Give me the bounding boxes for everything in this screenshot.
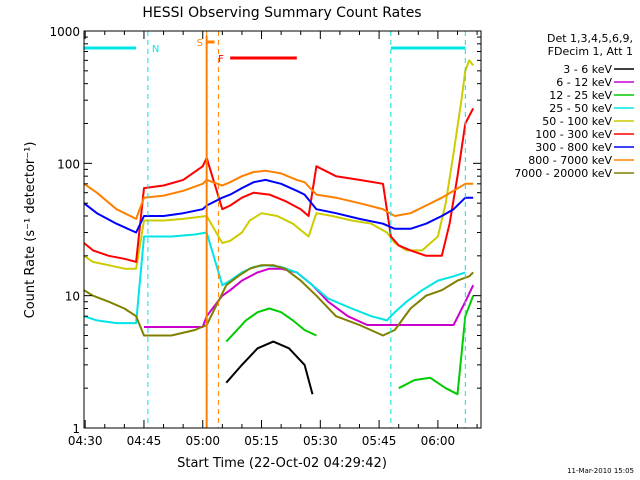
y-tick-label: 1000 (49, 25, 80, 39)
series-line-300-800-kev (84, 178, 474, 234)
x-tick-label: 06:00 (421, 434, 456, 448)
legend-label: 7000 - 20000 keV (514, 167, 612, 180)
series-line-800-7000-kev (84, 169, 474, 220)
y-tick-label: 1 (72, 422, 80, 436)
x-tick-label: 05:45 (362, 434, 397, 448)
legend-label: 800 - 7000 keV (528, 154, 612, 167)
y-tick-label: 10 (65, 290, 80, 304)
series-line-100-300-kev (84, 107, 475, 263)
axis-layer: 04:30 04:45 05:00 05:15 05:30 05:45 06:00 1 10 10… (49, 25, 481, 448)
legend-label: 50 - 100 keV (542, 115, 612, 128)
flag-layer: N S F (84, 31, 466, 428)
x-tick-label: 05:00 (185, 434, 220, 448)
legend-label: 3 - 6 keV (563, 63, 612, 76)
legend-header-line-1: Det 1,3,4,5,6,9, (547, 32, 633, 45)
series-line-12-25-kev (225, 295, 475, 396)
series-layer (84, 59, 475, 396)
legend-label: 12 - 25 keV (549, 89, 612, 102)
series-line-7000-20000-kev (84, 264, 474, 337)
footer-date: 11-Mar-2010 15:05 (567, 467, 634, 475)
x-tick-label: 05:30 (303, 434, 338, 448)
y-tick-label: 100 (57, 157, 80, 171)
x-axis-label: Start Time (22-Oct-02 04:29:42) (177, 456, 387, 471)
legend-label: 100 - 300 keV (535, 128, 612, 141)
saa-flag-label: S (197, 38, 203, 49)
y-axis-label: Count Rate (s⁻¹ detector⁻¹) (23, 142, 38, 319)
plot-frame (83, 30, 482, 429)
legend-label: 25 - 50 keV (549, 102, 612, 115)
x-tick-label: 04:30 (68, 434, 103, 448)
chart-title: HESSI Observing Summary Count Rates (142, 5, 421, 21)
series-line-3-6-kev (225, 340, 314, 395)
legend-header-line-2: FDecim 1, Att 1 (548, 45, 633, 58)
legend-label: 6 - 12 keV (556, 76, 612, 89)
x-tick-label: 05:15 (244, 434, 279, 448)
night-flag-label: N (152, 44, 159, 55)
flare-flag-label: F (218, 54, 224, 65)
series-line-50-100-kev (84, 59, 474, 270)
x-tick-label: 04:45 (127, 434, 162, 448)
legend-label: 300 - 800 keV (535, 141, 612, 154)
